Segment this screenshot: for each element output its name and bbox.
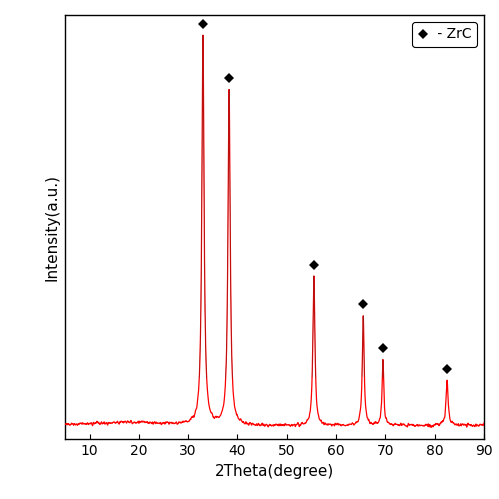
X-axis label: 2Theta(degree): 2Theta(degree) bbox=[215, 464, 334, 479]
Y-axis label: Intensity(a.u.): Intensity(a.u.) bbox=[44, 174, 59, 280]
Legend:  - ZrC: - ZrC bbox=[412, 22, 477, 47]
